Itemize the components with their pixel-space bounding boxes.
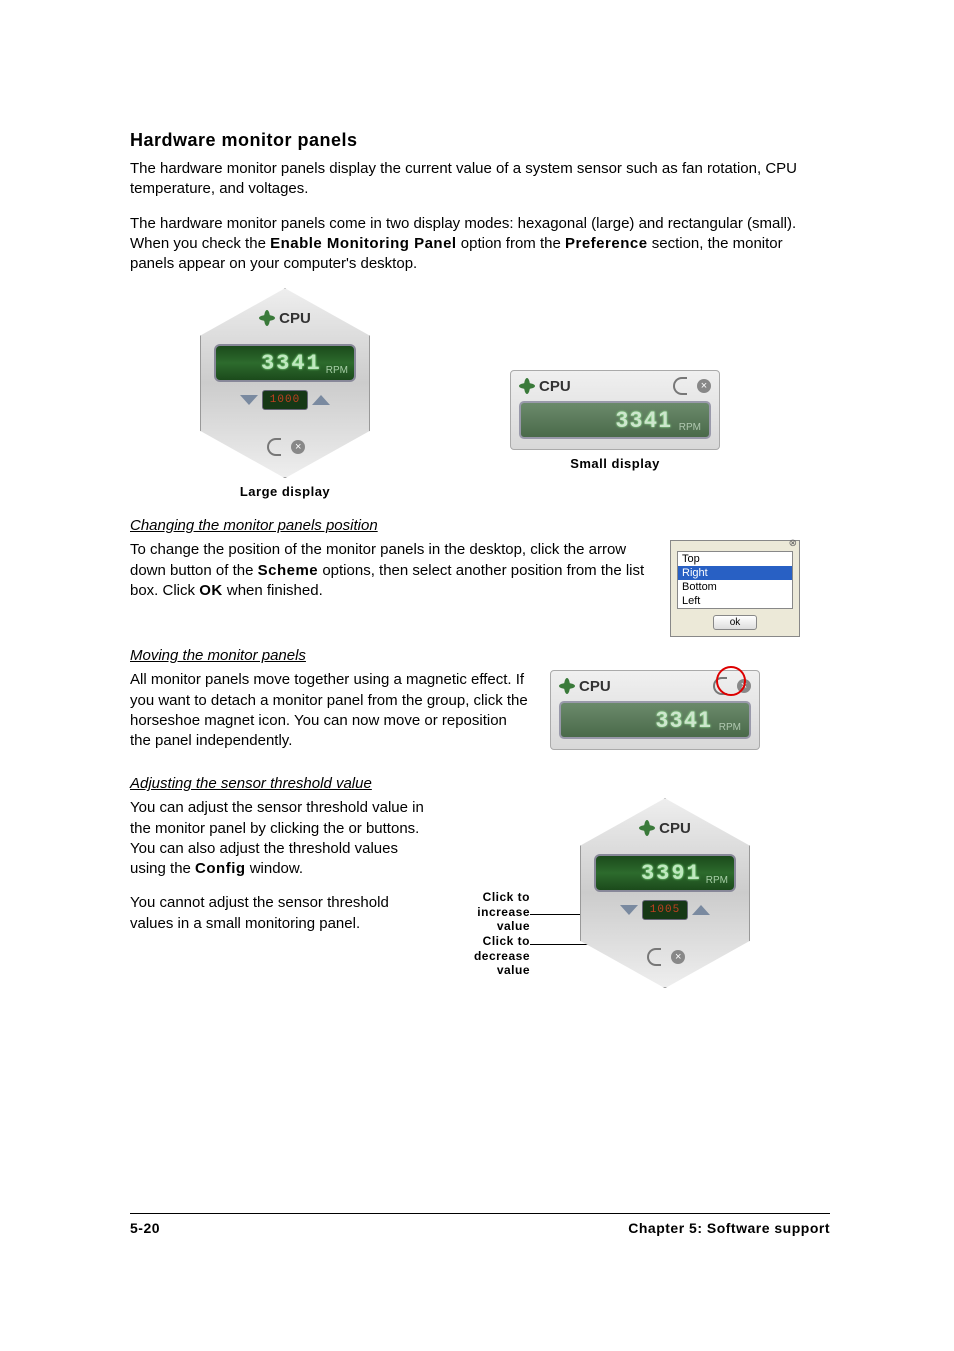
scheme-option-bottom[interactable]: Bottom — [678, 580, 792, 594]
moving-panels-text: All monitor panels move together using a… — [130, 670, 530, 751]
scheme-listbox[interactable]: Top Right Bottom Left — [677, 551, 793, 609]
config-term: Config — [195, 860, 245, 877]
scheme-option-top[interactable]: Top — [678, 552, 792, 566]
page-footer: 5-20 Chapter 5: Software support — [130, 1213, 830, 1236]
intro-paragraph-1: The hardware monitor panels display the … — [130, 159, 830, 200]
intro-paragraph-2: The hardware monitor panels come in two … — [130, 214, 830, 275]
rpm-value: 3391 — [641, 861, 702, 886]
rpm-unit: RPM — [706, 875, 728, 886]
fan-icon — [639, 820, 655, 836]
rpm-unit: RPM — [719, 722, 741, 733]
small-display-caption: Small display — [570, 456, 660, 471]
threshold-value: 1005 — [642, 900, 688, 920]
rpm-readout: 3341 RPM — [519, 401, 711, 439]
panel-label: CPU — [659, 820, 691, 837]
display-modes-figure: CPU 3341 RPM 1000 × Large display — [200, 288, 830, 499]
rpm-readout: 3391 RPM — [594, 854, 736, 892]
sub3-b: window. — [246, 860, 304, 877]
rpm-unit: RPM — [326, 365, 348, 376]
scheme-term: Scheme — [258, 562, 319, 579]
rpm-value: 3341 — [656, 707, 713, 733]
adjusting-threshold-heading: Adjusting the sensor threshold value — [130, 775, 830, 792]
large-display-caption: Large display — [240, 484, 330, 499]
decrease-threshold-button[interactable] — [240, 395, 258, 405]
enable-monitoring-panel-term: Enable Monitoring Panel — [270, 235, 457, 252]
panel-label: CPU — [539, 378, 571, 395]
rpm-unit: RPM — [679, 422, 701, 433]
changing-position-text: To change the position of the monitor pa… — [130, 540, 650, 601]
rpm-value: 3341 — [616, 407, 673, 433]
increase-threshold-button[interactable] — [312, 395, 330, 405]
sub1-c: when finished. — [223, 582, 323, 599]
rpm-readout: 3341 RPM — [214, 344, 356, 382]
fan-icon — [259, 310, 275, 326]
section-title: Hardware monitor panels — [130, 130, 830, 151]
magnet-icon[interactable] — [647, 948, 661, 966]
fan-icon — [559, 678, 575, 694]
decrease-threshold-button[interactable] — [620, 905, 638, 915]
moving-panels-heading: Moving the monitor panels — [130, 647, 830, 664]
adjusting-threshold-text: You can adjust the sensor threshold valu… — [130, 798, 430, 879]
page-number: 5-20 — [130, 1220, 160, 1236]
magnet-icon[interactable] — [267, 438, 281, 456]
close-icon[interactable]: × — [291, 440, 305, 454]
ok-term: OK — [199, 582, 223, 599]
decrease-callout: Click to decrease value — [450, 934, 530, 977]
increase-callout: Click to increase value — [450, 890, 530, 933]
adjusting-threshold-note: You cannot adjust the sensor threshold v… — [130, 893, 430, 934]
scheme-option-left[interactable]: Left — [678, 594, 792, 608]
preference-term: Preference — [565, 235, 648, 252]
scheme-option-right[interactable]: Right — [678, 566, 792, 580]
large-hex-panel[interactable]: CPU 3341 RPM 1000 × — [200, 288, 370, 478]
small-rect-panel[interactable]: CPU × 3341 RPM — [510, 370, 720, 450]
rpm-readout: 3341 RPM — [559, 701, 751, 739]
close-icon[interactable]: × — [697, 379, 711, 393]
chapter-title: Chapter 5: Software support — [628, 1220, 830, 1236]
rpm-value: 3341 — [261, 351, 322, 376]
fan-icon — [519, 378, 535, 394]
panel-label: CPU — [279, 310, 311, 327]
close-icon[interactable]: × — [671, 950, 685, 964]
changing-position-heading: Changing the monitor panels position — [130, 517, 830, 534]
intro2-part-b: option from the — [457, 235, 565, 252]
increase-threshold-button[interactable] — [692, 905, 710, 915]
threshold-value: 1000 — [262, 390, 308, 410]
panel-label: CPU — [579, 678, 611, 695]
scheme-ok-button[interactable]: ok — [713, 615, 757, 630]
magnet-icon[interactable] — [673, 377, 687, 395]
threshold-adjust-figure: Click to increase value Click to decreas… — [450, 798, 810, 1008]
large-hex-panel-threshold-example[interactable]: CPU 3391 RPM 1005 × — [580, 798, 750, 988]
scheme-position-popup[interactable]: ⊗ Top Right Bottom Left ok — [670, 540, 800, 637]
popup-close-icon[interactable]: ⊗ — [789, 538, 797, 549]
